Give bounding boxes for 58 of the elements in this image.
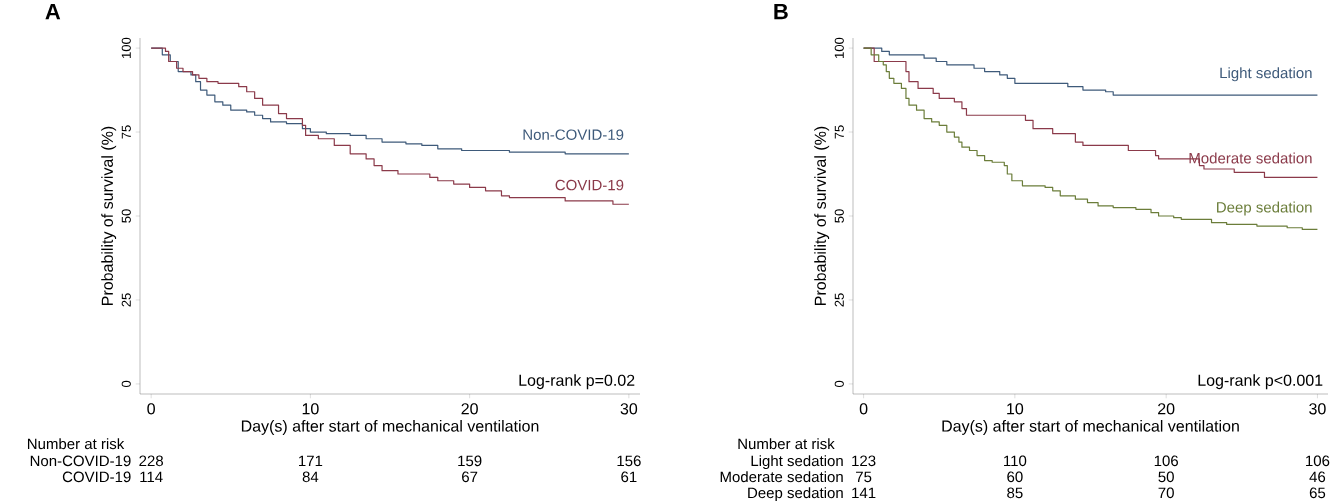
text: Deep sedation bbox=[748, 487, 843, 502]
text: 85 bbox=[1007, 487, 1023, 499]
text: 159 bbox=[458, 455, 482, 467]
text: 50 bbox=[1158, 471, 1174, 483]
text: 171 bbox=[299, 455, 323, 466]
text: 46 bbox=[1309, 471, 1326, 483]
text: 75 bbox=[856, 471, 872, 483]
y-axis-title: Probability of survival (%) bbox=[101, 126, 117, 305]
y-tick-label: 25 bbox=[834, 293, 844, 307]
series-label: Non-COVID-19 bbox=[523, 129, 624, 140]
x-axis-title: Day(s) after start of mechanical ventilation bbox=[942, 420, 1239, 435]
x-tick-label: 0 bbox=[859, 403, 868, 415]
text: Number at risk bbox=[27, 438, 125, 450]
y-tick-label: 50 bbox=[834, 209, 844, 223]
series-label: Moderate sedation bbox=[1189, 152, 1312, 164]
y-tick-label: 75 bbox=[834, 125, 844, 139]
series-label: Deep sedation bbox=[1217, 201, 1312, 216]
text: Non-COVID-19 bbox=[30, 455, 131, 467]
y-tick-label: 100 bbox=[834, 37, 844, 58]
annotation: Log-rank p=0.02 bbox=[519, 374, 635, 390]
x-tick-label: 20 bbox=[1158, 403, 1175, 415]
text: Light sedation bbox=[751, 455, 843, 470]
text: 123 bbox=[852, 455, 876, 467]
x-tick-label: 20 bbox=[461, 403, 478, 415]
x-tick-label: 10 bbox=[302, 403, 319, 415]
x-tick-label: 10 bbox=[1007, 403, 1024, 415]
chart-title: B bbox=[774, 4, 788, 20]
text: 156 bbox=[617, 455, 641, 467]
text: 141 bbox=[852, 487, 876, 498]
text: COVID-19 bbox=[62, 471, 131, 483]
text: 110 bbox=[1004, 455, 1027, 467]
text: 65 bbox=[1309, 487, 1326, 499]
y-tick-label: 50 bbox=[121, 209, 131, 223]
text: 106 bbox=[1154, 455, 1178, 467]
text: 114 bbox=[140, 471, 163, 482]
text: 60 bbox=[1007, 471, 1023, 483]
series-label: COVID-19 bbox=[555, 179, 624, 191]
text: 228 bbox=[139, 455, 163, 467]
x-tick-label: 30 bbox=[1309, 403, 1326, 415]
text: Moderate sedation bbox=[720, 471, 843, 483]
y-tick-label: 0 bbox=[121, 380, 131, 388]
text: 61 bbox=[621, 471, 637, 483]
x-axis-title: Day(s) after start of mechanical ventilation bbox=[241, 420, 539, 435]
y-tick-label: 100 bbox=[121, 37, 131, 58]
annotation: Log-rank p<0.001 bbox=[1198, 374, 1323, 390]
x-tick-label: 30 bbox=[620, 403, 638, 415]
y-axis-title: Probability of survival (%) bbox=[814, 126, 830, 305]
text: Number at risk bbox=[738, 438, 835, 450]
chart-title: A bbox=[45, 4, 61, 20]
y-tick-label: 0 bbox=[834, 380, 844, 388]
text: 67 bbox=[462, 471, 478, 483]
x-tick-label: 0 bbox=[147, 403, 155, 415]
text: 84 bbox=[302, 471, 319, 483]
y-tick-label: 25 bbox=[121, 293, 131, 307]
y-tick-label: 75 bbox=[121, 125, 131, 139]
series-label: Light sedation bbox=[1220, 67, 1312, 82]
text: 106 bbox=[1306, 455, 1330, 467]
text: 70 bbox=[1158, 487, 1174, 499]
